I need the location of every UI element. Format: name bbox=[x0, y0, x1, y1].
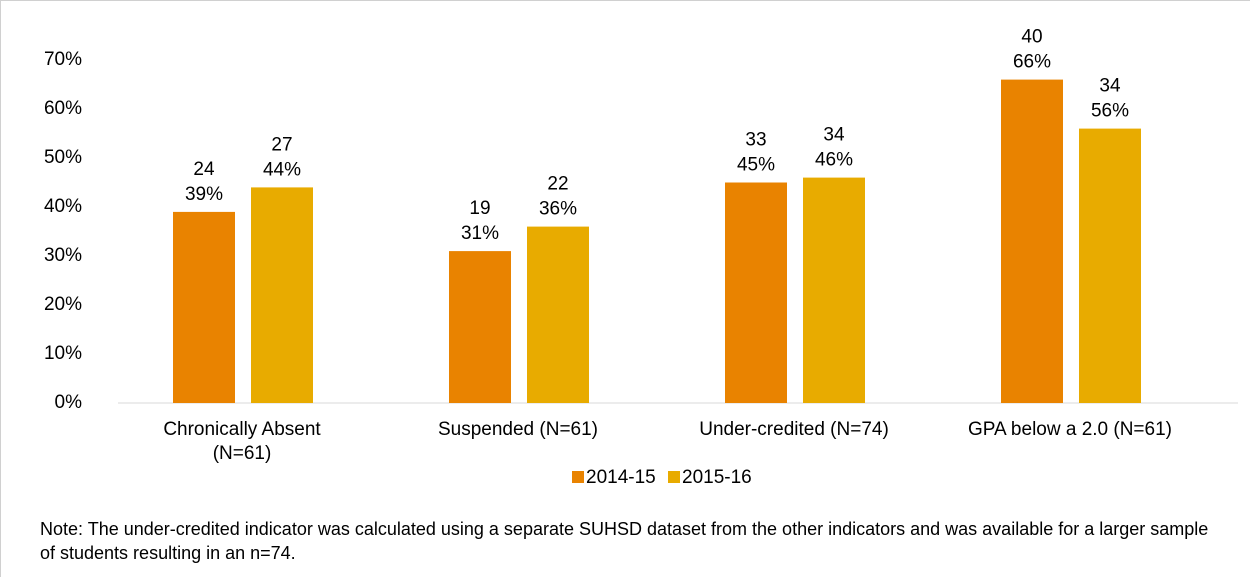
count-label: 40 bbox=[1021, 27, 1042, 48]
bar bbox=[251, 187, 313, 403]
value-label: 31% bbox=[461, 223, 499, 244]
count-label: 34 bbox=[1099, 76, 1121, 97]
value-label: 66% bbox=[1013, 52, 1051, 73]
bar bbox=[527, 226, 589, 403]
bar bbox=[803, 177, 865, 403]
y-tick-label: 20% bbox=[44, 294, 82, 315]
count-label: 34 bbox=[823, 125, 845, 146]
y-tick-label: 0% bbox=[55, 392, 83, 413]
y-tick-label: 10% bbox=[44, 343, 82, 364]
count-label: 24 bbox=[193, 159, 215, 180]
x-tick-label: Under-credited (N=74) bbox=[699, 419, 889, 440]
y-tick-label: 60% bbox=[44, 98, 82, 119]
count-label: 22 bbox=[547, 174, 568, 195]
bar bbox=[1001, 79, 1063, 403]
x-tick-label: Suspended (N=61) bbox=[437, 419, 599, 440]
legend-label: 2015-16 bbox=[682, 467, 752, 488]
value-label: 56% bbox=[1091, 101, 1129, 122]
legend-label: 2014-15 bbox=[586, 467, 656, 488]
value-label: 45% bbox=[737, 155, 775, 176]
value-label: 36% bbox=[539, 199, 577, 220]
y-tick-label: 40% bbox=[44, 196, 82, 217]
value-label: 44% bbox=[263, 159, 301, 180]
value-label: 39% bbox=[185, 184, 223, 205]
y-tick-label: 50% bbox=[44, 147, 82, 168]
bar bbox=[1079, 128, 1141, 403]
y-tick-label: 70% bbox=[44, 49, 82, 70]
count-label: 19 bbox=[469, 198, 490, 219]
bar bbox=[173, 211, 235, 403]
x-tick-label: GPA below a 2.0 (N=61) bbox=[967, 419, 1172, 440]
count-label: 27 bbox=[271, 134, 292, 155]
x-tick-label: Chronically Absent (N=61) bbox=[163, 419, 321, 464]
value-label: 46% bbox=[815, 150, 853, 171]
bar bbox=[449, 251, 511, 403]
count-label: 33 bbox=[745, 130, 766, 151]
y-tick-label: 30% bbox=[44, 245, 82, 266]
legend-swatch bbox=[668, 471, 680, 483]
bar bbox=[725, 182, 787, 403]
note: Note: The under-credited indicator was c… bbox=[40, 519, 1209, 563]
legend-swatch bbox=[572, 471, 584, 483]
